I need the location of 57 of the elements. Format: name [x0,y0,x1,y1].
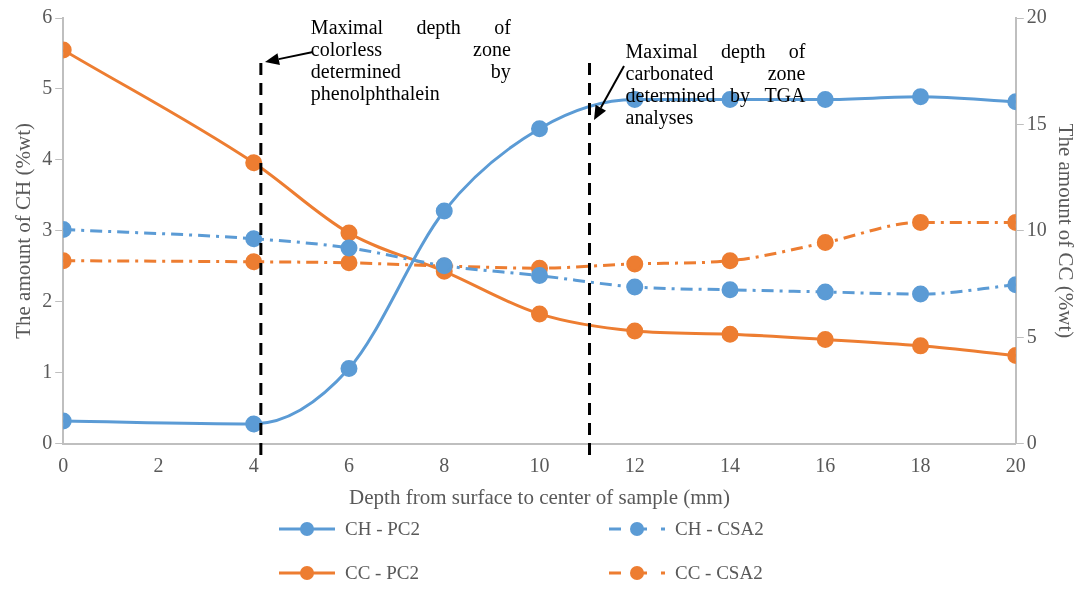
point [340,254,358,272]
y2-tick-label: 20 [1026,5,1047,28]
point [245,415,263,433]
point [912,337,930,355]
point [531,120,548,138]
point [912,285,930,303]
legend-label: CC - PC2 [345,562,419,584]
x-axis-title: Depth from surface to center of sample (mm) [349,484,730,509]
point [626,255,644,273]
point [816,330,834,348]
y-tick-label: 0 [42,431,53,454]
y-tick-label: 5 [42,76,53,99]
point [531,305,548,323]
point [816,283,834,301]
point [435,202,453,220]
point [626,278,644,296]
point [340,239,358,257]
x-tick-label: 2 [153,454,164,477]
point [721,252,739,270]
x-tick-label: 10 [529,454,550,477]
y-axis-title: The amount of CH (%wt) [11,123,36,339]
point [245,154,263,172]
point [245,253,263,271]
x-tick-label: 14 [720,454,741,477]
point [531,267,548,285]
point [816,234,834,252]
point [912,88,930,106]
y2-axis-title: The amount of CC (%wt) [1053,123,1078,339]
ref-line-label: Maximal depth of colorless zone determined by phenolphthalein [310,16,511,104]
legend-label: CH - CSA2 [675,518,764,540]
x-tick-label: 0 [58,454,69,477]
x-tick-label: 20 [1005,454,1026,477]
legend-label: CC - CSA2 [675,562,763,584]
x-tick-label: 16 [815,454,836,477]
point [912,213,930,231]
x-tick-label: 4 [248,454,259,477]
y-tick-label: 3 [42,218,53,241]
point [816,91,834,109]
x-tick-label: 8 [439,454,450,477]
y2-tick-label: 10 [1026,218,1047,241]
x-tick-label: 12 [624,454,645,477]
y-tick-label: 1 [42,360,53,383]
point [721,281,739,299]
y-tick-label: 2 [42,289,53,312]
point [626,322,644,340]
point [721,325,739,343]
y2-tick-label: 15 [1026,111,1047,134]
x-tick-label: 6 [343,454,354,477]
y2-tick-label: 5 [1026,324,1037,347]
x-tick-label: 18 [910,454,931,477]
point [340,224,358,242]
y2-tick-label: 0 [1026,431,1037,454]
y-tick-label: 6 [42,5,53,28]
legend-label: CH - PC2 [345,518,420,540]
point [340,360,358,378]
y-tick-label: 4 [42,147,53,170]
point [245,230,263,248]
